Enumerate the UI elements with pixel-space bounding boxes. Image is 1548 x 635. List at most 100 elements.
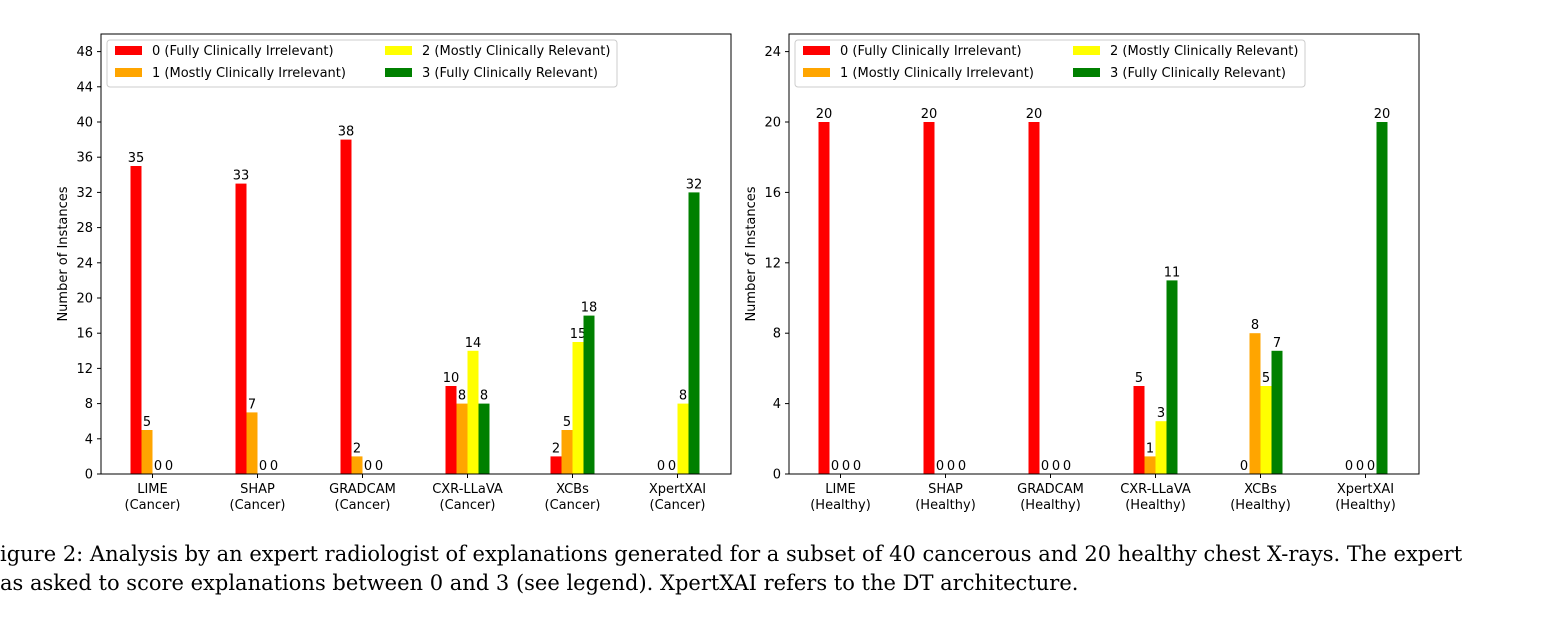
legend-swatch xyxy=(803,68,830,77)
y-tick-label: 8 xyxy=(85,397,93,412)
data-label: 32 xyxy=(686,177,703,192)
data-label: 10 xyxy=(443,371,460,386)
bar xyxy=(1028,122,1040,474)
data-label: 20 xyxy=(921,107,938,122)
bar xyxy=(818,122,830,474)
data-label: 7 xyxy=(248,397,256,412)
data-label: 1 xyxy=(1146,441,1154,456)
x-tick-label: CXR-LLaVA (Cancer) xyxy=(432,482,503,513)
y-tick-label: 24 xyxy=(764,45,781,60)
x-tick-label: SHAP (Healthy) xyxy=(915,482,976,513)
legend-swatch xyxy=(115,46,142,55)
data-label: 0 xyxy=(668,459,676,474)
data-label: 38 xyxy=(338,125,355,140)
y-tick-label: 48 xyxy=(76,45,93,60)
y-tick-label: 0 xyxy=(85,468,93,483)
legend-label: 0 (Fully Clinically Irrelevant) xyxy=(152,44,334,59)
data-label: 33 xyxy=(233,169,250,184)
bar xyxy=(1155,421,1167,474)
bar xyxy=(1271,350,1283,474)
data-label: 0 xyxy=(259,459,267,474)
bar xyxy=(246,412,258,474)
data-label: 20 xyxy=(816,107,833,122)
data-label: 11 xyxy=(1164,265,1181,280)
x-tick-label: LIME (Healthy) xyxy=(810,482,871,513)
data-label: 0 xyxy=(831,459,839,474)
data-label: 20 xyxy=(1374,107,1391,122)
y-tick-label: 44 xyxy=(76,80,93,95)
data-label: 0 xyxy=(936,459,944,474)
data-label: 0 xyxy=(853,459,861,474)
y-tick-label: 24 xyxy=(76,256,93,271)
plot-frame xyxy=(788,33,1420,475)
legend-swatch xyxy=(1073,46,1100,55)
data-label: 0 xyxy=(842,459,850,474)
data-label: 8 xyxy=(458,389,466,404)
caption-line-2: as asked to score explanations between 0… xyxy=(0,571,1079,595)
y-tick-label: 4 xyxy=(773,397,781,412)
bar xyxy=(923,122,935,474)
y-tick-label: 40 xyxy=(76,116,93,131)
y-tick-label: 4 xyxy=(85,432,93,447)
data-label: 0 xyxy=(1052,459,1060,474)
bar xyxy=(677,403,689,474)
data-label: 0 xyxy=(270,459,278,474)
data-label: 0 xyxy=(1041,459,1049,474)
data-label: 0 xyxy=(1367,459,1375,474)
data-label: 0 xyxy=(958,459,966,474)
data-label: 5 xyxy=(1262,371,1270,386)
bar xyxy=(478,403,490,474)
x-tick-label: XpertXAI (Healthy) xyxy=(1335,482,1396,513)
x-tick-label: LIME (Cancer) xyxy=(125,482,181,513)
legend-box xyxy=(794,39,1306,88)
bar xyxy=(561,430,573,474)
bar xyxy=(583,315,595,474)
y-tick-label: 16 xyxy=(764,186,781,201)
y-axis-label: Number of Instances xyxy=(56,186,71,321)
data-label: 0 xyxy=(165,459,173,474)
data-label: 15 xyxy=(570,327,587,342)
y-tick-label: 16 xyxy=(76,327,93,342)
y-tick-label: 0 xyxy=(773,468,781,483)
y-tick-label: 8 xyxy=(773,327,781,342)
legend-label: 3 (Fully Clinically Relevant) xyxy=(1110,66,1286,81)
data-label: 8 xyxy=(1251,318,1259,333)
legend-label: 2 (Mostly Clinically Relevant) xyxy=(1110,44,1298,59)
data-label: 35 xyxy=(128,151,145,166)
data-label: 5 xyxy=(143,415,151,430)
bar xyxy=(141,430,153,474)
y-tick-label: 32 xyxy=(76,186,93,201)
figure-caption: igure 2: Analysis by an expert radiologi… xyxy=(0,540,1548,610)
data-label: 0 xyxy=(375,459,383,474)
y-tick-label: 12 xyxy=(764,256,781,271)
bar xyxy=(572,342,584,474)
legend-box xyxy=(106,39,618,88)
bar xyxy=(351,456,363,474)
bar xyxy=(445,386,457,474)
legend-label: 1 (Mostly Clinically Irrelevant) xyxy=(840,66,1034,81)
bar xyxy=(1166,280,1178,474)
bar xyxy=(1260,386,1272,474)
data-label: 0 xyxy=(1345,459,1353,474)
data-label: 8 xyxy=(480,389,488,404)
data-label: 0 xyxy=(1356,459,1364,474)
data-label: 0 xyxy=(657,459,665,474)
bar xyxy=(1133,386,1145,474)
data-label: 8 xyxy=(679,389,687,404)
x-tick-label: GRADCAM (Cancer) xyxy=(329,482,396,513)
legend-swatch xyxy=(803,46,830,55)
x-tick-label: CXR-LLaVA (Healthy) xyxy=(1120,482,1191,513)
legend: 0 (Fully Clinically Irrelevant) 1 (Mostly… xyxy=(106,39,618,88)
data-label: 20 xyxy=(1026,107,1043,122)
y-tick-label: 28 xyxy=(76,221,93,236)
bar xyxy=(1144,456,1156,474)
data-label: 14 xyxy=(465,336,482,351)
bar xyxy=(235,183,247,474)
legend-swatch xyxy=(385,46,412,55)
data-label: 5 xyxy=(563,415,571,430)
x-tick-label: XpertXAI (Cancer) xyxy=(649,482,706,513)
data-label: 0 xyxy=(947,459,955,474)
